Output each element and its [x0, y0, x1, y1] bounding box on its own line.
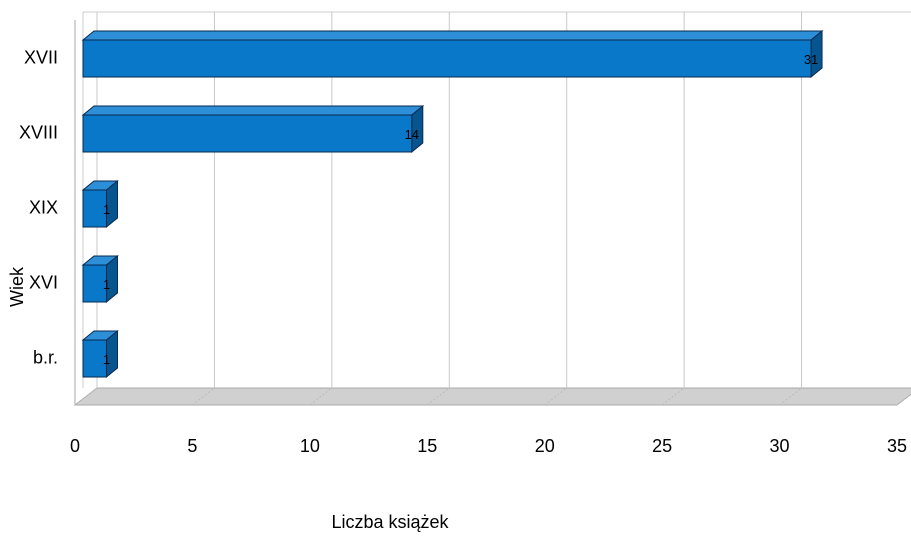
x-axis-title: Liczba książek — [331, 512, 449, 532]
bar — [82, 114, 413, 153]
floor-grid — [779, 387, 802, 406]
bar — [82, 189, 107, 228]
floor-grid — [192, 387, 215, 406]
floor-grid — [544, 387, 568, 406]
y-tick-label: XVIII — [19, 122, 58, 142]
x-tick-label: 15 — [417, 436, 437, 456]
bar — [82, 39, 812, 78]
floor — [73, 387, 911, 406]
x-tick-label: 35 — [887, 436, 907, 456]
y-tick-label: XVI — [29, 272, 58, 292]
x-tick-label: 0 — [70, 436, 80, 456]
floor-grid — [426, 387, 450, 406]
y-axis-title: Wiek — [7, 266, 27, 307]
data-label: 1 — [103, 277, 110, 292]
x-tick-label: 30 — [770, 436, 790, 456]
data-label: 1 — [103, 352, 110, 367]
floor-grid — [661, 387, 685, 406]
y-tick-label: b.r. — [33, 347, 58, 367]
y-tick-label: XVII — [24, 47, 58, 67]
floor-grid — [309, 387, 333, 406]
data-label: 1 — [103, 202, 110, 217]
data-label: 14 — [405, 127, 419, 142]
bar — [82, 264, 107, 303]
x-tick-label: 20 — [535, 436, 555, 456]
floor-grid — [74, 387, 98, 406]
bar — [82, 339, 107, 378]
y-tick-label: XIX — [29, 197, 58, 217]
data-label: 31 — [804, 52, 818, 67]
bar-top — [81, 30, 824, 41]
bar-top — [81, 105, 425, 116]
floor-grid — [896, 393, 911, 406]
x-tick-label: 10 — [300, 436, 320, 456]
x-tick-label: 25 — [652, 436, 672, 456]
x-tick-label: 5 — [187, 436, 197, 456]
